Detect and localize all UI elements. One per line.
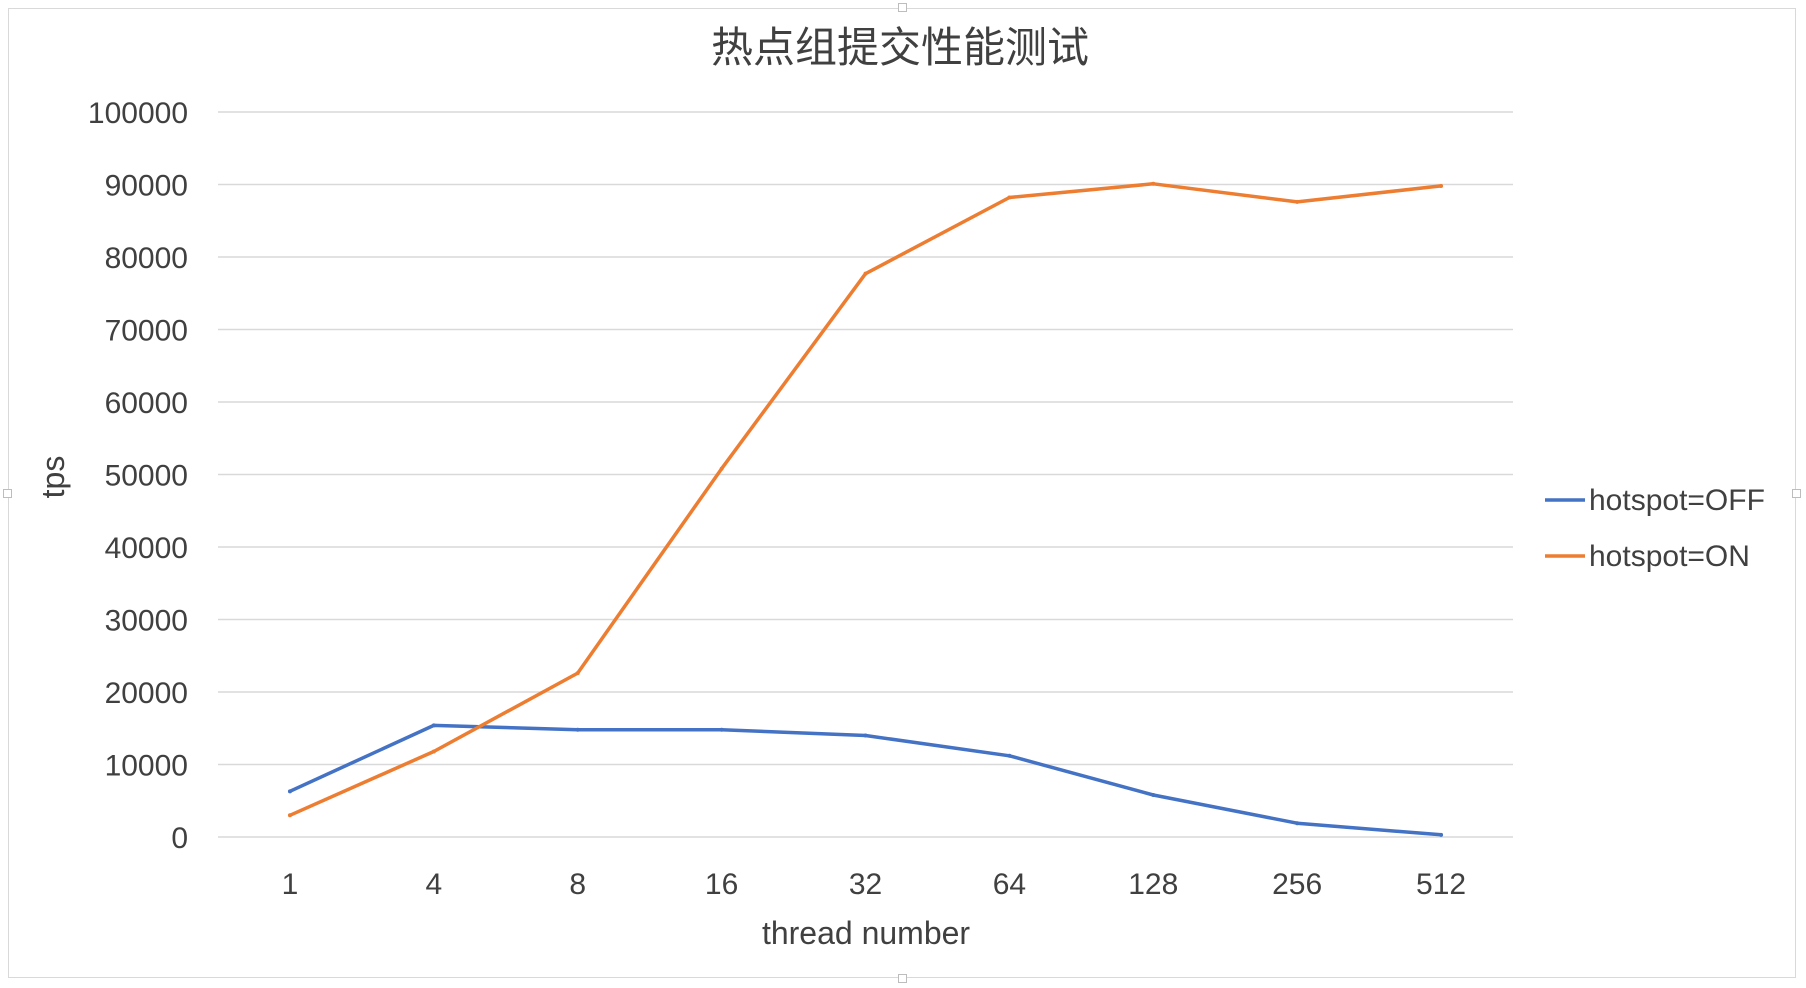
chart-title: 热点组提交性能测试 [711, 23, 1089, 72]
x-tick-label: 256 [1272, 868, 1322, 901]
y-axis-title: tps [35, 456, 71, 499]
series-line-2 [288, 182, 1443, 818]
x-tick-label: 4 [425, 868, 442, 901]
series-1-point [575, 727, 580, 732]
y-axis-ticks: 0 10000 20000 30000 40000 50000 60000 70000 8000… [88, 97, 188, 855]
series-2-point [1439, 183, 1444, 188]
x-axis-title: thread number [762, 915, 970, 951]
resize-handle-top[interactable] [898, 3, 907, 12]
legend-label: hotspot=OFF [1589, 484, 1765, 517]
x-tick-label: 32 [849, 868, 882, 901]
series-layer [287, 181, 1444, 837]
series-2-point [575, 671, 580, 676]
legend: hotspot=OFF hotspot=ON [1545, 484, 1765, 573]
series-line-1 [288, 723, 1443, 837]
y-tick-label: 80000 [105, 242, 188, 275]
chart-frame [8, 8, 1796, 978]
series-1-point [1007, 753, 1012, 758]
series-2-point [1151, 181, 1156, 186]
series-1-point [1439, 832, 1444, 837]
legend-label: hotspot=ON [1589, 540, 1750, 573]
series-1-point [1151, 792, 1156, 797]
y-tick-label: 0 [171, 822, 188, 855]
series-2-point [1295, 199, 1300, 204]
y-tick-label: 90000 [105, 170, 188, 203]
x-tick-label: 1 [282, 868, 299, 901]
series-2-point [287, 813, 292, 818]
y-tick-label: 70000 [105, 315, 188, 348]
series-2-point [719, 466, 724, 471]
resize-handle-bottom[interactable] [898, 974, 907, 983]
y-tick-label: 20000 [105, 677, 188, 710]
series-2-point [1007, 195, 1012, 200]
series-1-point [431, 723, 436, 728]
series-1-point [287, 789, 292, 794]
x-tick-label: 64 [993, 868, 1026, 901]
y-tick-label: 60000 [105, 387, 188, 420]
x-tick-label: 8 [569, 868, 586, 901]
series-2-point [863, 271, 868, 276]
y-tick-label: 30000 [105, 605, 188, 638]
x-tick-label: 16 [705, 868, 738, 901]
x-axis-ticks: 1 4 8 16 32 64 128 256 512 [282, 868, 1466, 901]
series-1-point [1295, 821, 1300, 826]
x-tick-label: 512 [1416, 868, 1466, 901]
y-tick-label: 50000 [105, 460, 188, 493]
gridlines [218, 111, 1513, 838]
y-tick-label: 40000 [105, 532, 188, 565]
resize-handle-left[interactable] [3, 489, 12, 498]
y-tick-label: 100000 [88, 97, 188, 130]
y-tick-label: 10000 [105, 750, 188, 783]
series-2-point [431, 749, 436, 754]
x-tick-label: 128 [1128, 868, 1178, 901]
series-1-point [719, 727, 724, 732]
resize-handle-right[interactable] [1792, 489, 1801, 498]
series-1-point [863, 733, 868, 738]
